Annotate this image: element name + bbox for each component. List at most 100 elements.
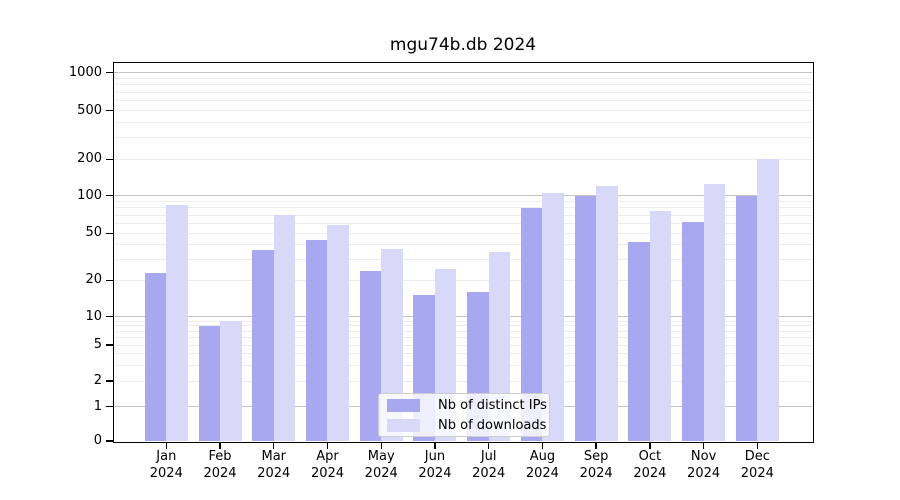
- plot-area: [113, 62, 814, 443]
- x-tick-month: Dec: [744, 449, 770, 464]
- gridline-minor: [113, 330, 812, 332]
- gridline-minor: [113, 364, 812, 366]
- gridline-minor: [113, 279, 812, 281]
- gridline-minor: [113, 380, 812, 382]
- x-tick-mark: [756, 442, 758, 449]
- y-tick-mark: [106, 344, 113, 346]
- gridline-minor: [113, 222, 812, 224]
- gridline-minor: [113, 232, 812, 234]
- x-tick-yearline: 2024: [418, 466, 452, 481]
- y-tick-mark: [106, 440, 113, 442]
- gridline-minor: [113, 337, 812, 339]
- y-tick-mark: [106, 406, 113, 408]
- chart-title: mgu74b.db 2024: [389, 35, 537, 55]
- bar-distinct-ips-sep: [574, 195, 597, 441]
- x-tick-yearline: 2024: [149, 466, 183, 481]
- x-tick-mark: [595, 442, 597, 449]
- bar-downloads-dec: [757, 159, 779, 441]
- y-tick-mark: [106, 158, 113, 160]
- y-tick-label: 500: [77, 102, 102, 118]
- x-tick-mark: [165, 442, 167, 449]
- x-tick-label-dec: Dec 2024: [727, 448, 787, 482]
- x-tick-month: Aug: [529, 449, 556, 464]
- gridline-minor: [113, 77, 812, 79]
- x-tick-label-jun: Jun 2024: [405, 448, 465, 482]
- legend-row-distinct-ips: Nb of distinct IPs: [387, 397, 549, 414]
- legend: Nb of distinct IPs Nb of downloads: [378, 393, 550, 437]
- x-tick-mark: [219, 442, 221, 449]
- x-tick-month: Jan: [156, 449, 177, 464]
- gridline-minor: [113, 353, 812, 355]
- bar-downloads-may: [381, 248, 403, 441]
- bar-distinct-ips-mar: [252, 250, 274, 441]
- x-tick-yearline: 2024: [525, 466, 559, 481]
- gridline-minor: [113, 200, 812, 202]
- x-tick-month: Nov: [690, 449, 717, 464]
- y-tick-label: 200: [77, 151, 102, 167]
- x-tick-month: Apr: [316, 449, 339, 464]
- x-tick-label-nov: Nov 2024: [674, 448, 734, 482]
- x-tick-month: Jun: [424, 449, 446, 464]
- x-tick-label-mar: Mar 2024: [244, 448, 304, 482]
- x-tick-label-jul: Jul 2024: [459, 448, 519, 482]
- y-tick-label: 1: [93, 398, 102, 414]
- y-tick-mark: [106, 279, 113, 281]
- x-tick-yearline: 2024: [740, 466, 774, 481]
- x-tick-mark: [649, 442, 651, 449]
- gridline-minor: [113, 259, 812, 260]
- x-tick-mark: [541, 442, 544, 449]
- x-tick-yearline: 2024: [257, 466, 291, 481]
- legend-label-distinct-ips: Nb of distinct IPs: [438, 397, 547, 413]
- x-tick-yearline: 2024: [633, 466, 667, 481]
- bar-downloads-aug: [542, 193, 564, 441]
- gridline-minor: [113, 158, 812, 160]
- x-tick-label-jan: Jan 2024: [136, 448, 196, 482]
- gridline-minor: [113, 325, 812, 327]
- y-tick-label: 10: [85, 308, 102, 324]
- legend-row-downloads: Nb of downloads: [387, 417, 549, 434]
- bar-distinct-ips-dec: [735, 195, 758, 441]
- x-tick-yearline: 2024: [203, 466, 237, 481]
- y-tick-label: 2: [93, 373, 102, 388]
- y-tick-label: 5: [93, 337, 102, 352]
- bar-distinct-ips-aug: [520, 207, 543, 441]
- x-tick-yearline: 2024: [687, 466, 721, 481]
- y-tick-label: 100: [77, 187, 102, 203]
- gridline-minor: [113, 122, 812, 124]
- x-tick-label-aug: Aug 2024: [512, 448, 572, 482]
- gridline-minor: [113, 214, 812, 216]
- x-tick-mark: [273, 442, 275, 449]
- x-tick-yearline: 2024: [472, 466, 506, 481]
- gridline-minor: [113, 320, 812, 322]
- y-tick-mark: [106, 195, 113, 197]
- gridline-major: [113, 316, 812, 318]
- bar-downloads-feb: [220, 321, 242, 441]
- y-tick-mark: [106, 232, 113, 234]
- gridline-minor: [113, 84, 812, 86]
- x-tick-mark: [702, 442, 705, 449]
- x-tick-yearline: 2024: [310, 466, 345, 481]
- bar-downloads-nov: [703, 183, 726, 441]
- x-tick-label-apr: Apr 2024: [297, 448, 357, 482]
- x-tick-month: Oct: [638, 449, 662, 464]
- gridline-major: [113, 72, 812, 74]
- x-tick-label-may: May 2024: [351, 448, 411, 482]
- bar-distinct-ips-nov: [682, 221, 704, 441]
- y-tick-mark: [106, 316, 113, 318]
- legend-label-downloads: Nb of downloads: [438, 417, 547, 433]
- y-tick-label: 1000: [68, 64, 102, 80]
- gridline-minor: [113, 137, 812, 139]
- gridline-minor: [113, 100, 812, 102]
- x-tick-month: Feb: [208, 449, 232, 464]
- x-tick-mark: [434, 442, 436, 449]
- gridline-minor: [113, 344, 812, 346]
- y-tick-mark: [106, 380, 113, 382]
- x-tick-mark: [326, 442, 329, 449]
- x-tick-month: Jul: [480, 449, 497, 464]
- bar-distinct-ips-feb: [198, 325, 221, 441]
- y-tick-mark: [106, 110, 113, 112]
- gridline-minor: [113, 207, 812, 209]
